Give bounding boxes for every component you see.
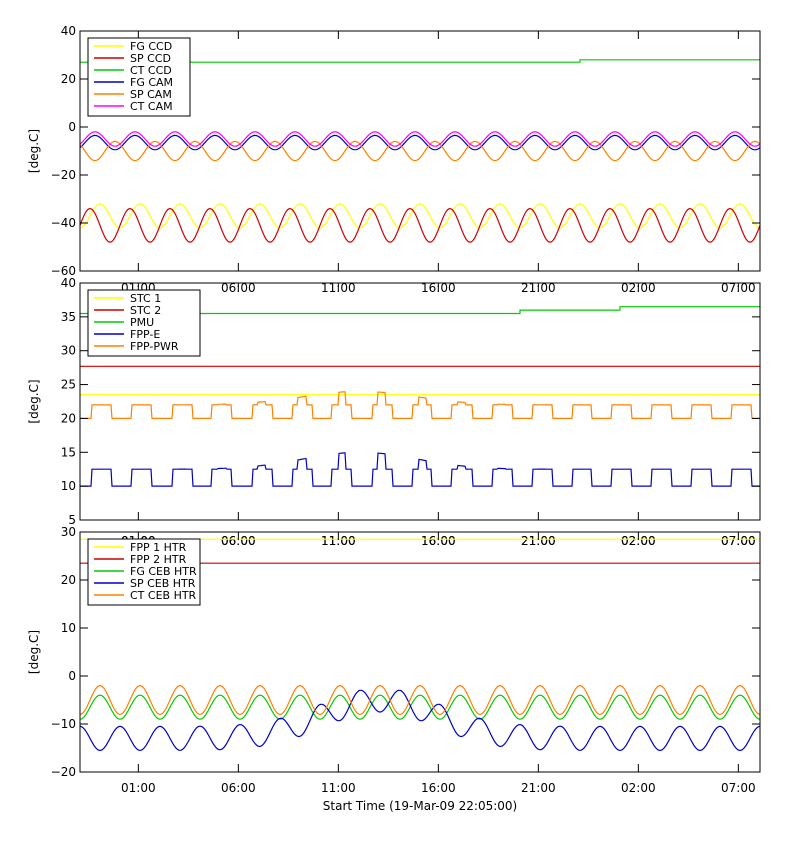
legend-label: FG CAM <box>130 76 173 89</box>
x-tick-label: 16:00 <box>421 534 456 548</box>
y-tick-label: 30 <box>61 344 76 358</box>
series-line-fg-cam <box>80 134 760 151</box>
series-line-fg-ccd <box>80 203 760 229</box>
x-tick-label: 01:00 <box>121 781 156 795</box>
series-line-pmu <box>80 306 760 315</box>
legend-label: SP CAM <box>130 88 172 101</box>
y-tick-label: 20 <box>61 72 76 86</box>
x-tick-label: 07:00 <box>721 781 756 795</box>
y-tick-label: 10 <box>61 479 76 493</box>
y-tick-label: −20 <box>51 168 76 182</box>
x-tick-label: 16:00 <box>421 534 456 548</box>
plot-frame <box>79 531 761 773</box>
legend-label: CT CEB HTR <box>130 589 197 602</box>
y-tick-label: 40 <box>61 276 76 290</box>
y-tick-label: 30 <box>61 525 76 539</box>
x-tick-label: 11:00 <box>321 781 356 795</box>
legend-label: SP CCD <box>130 52 171 65</box>
legend-box <box>87 37 191 117</box>
x-tick-label: 11:00 <box>321 534 356 548</box>
y-tick-label: 25 <box>61 378 76 392</box>
legend-label: CT CCD <box>130 64 172 77</box>
y-tick-label: 15 <box>61 445 76 459</box>
legend-label: FPP 1 HTR <box>130 541 187 554</box>
y-tick-label: 20 <box>61 411 76 425</box>
series-group <box>80 306 760 487</box>
y-tick-label: −40 <box>51 216 76 230</box>
x-tick-label: 02:00 <box>621 781 656 795</box>
x-tick-label: 07:00 <box>721 534 756 548</box>
series-line-ct-ccd <box>80 59 760 63</box>
legend-label: PMU <box>130 316 154 329</box>
series-line-sp-ccd <box>80 207 760 243</box>
x-axis-title: Start Time (19-Mar-09 22:05:00) <box>323 799 517 813</box>
x-tick-label: 21:00 <box>521 534 556 548</box>
y-tick-label: 40 <box>61 24 76 38</box>
series-line-sp-ceb-htr <box>80 689 760 752</box>
y-tick-label: 35 <box>61 310 76 324</box>
legend-label: FPP-E <box>130 328 160 341</box>
x-tick-label: 06:00 <box>221 534 256 548</box>
series-line-fg-ceb-htr <box>80 694 760 720</box>
x-tick-label: 21:00 <box>521 534 556 548</box>
x-tick-label: 02:00 <box>621 534 656 548</box>
y-tick-label: 20 <box>61 573 76 587</box>
series-line-sp-cam <box>80 140 760 162</box>
plot-frame <box>79 282 761 521</box>
panel-bottom: 30 20 10 0 −10 −20 01:00 06:00 11:00 16:00 21:00 02… <box>27 525 761 813</box>
legend-label: SP CEB HTR <box>130 577 196 590</box>
y-axis-label: [deg.C] <box>27 630 41 674</box>
series-line-ct-cam <box>80 131 760 147</box>
series-group <box>80 59 760 243</box>
y-tick-label: 5 <box>68 513 76 527</box>
legend-label: FPP-PWR <box>130 340 179 353</box>
y-axis-label: [deg.C] <box>27 379 41 423</box>
series-line-ct-ceb-htr <box>80 684 760 716</box>
y-tick-label: −60 <box>51 264 76 278</box>
legend-label: FG CEB HTR <box>130 565 197 578</box>
legend-label: FG CCD <box>130 40 172 53</box>
x-tick-label: 16:00 <box>421 781 456 795</box>
y-axis-label: [deg.C] <box>27 129 41 173</box>
x-tick-label: 21:00 <box>521 781 556 795</box>
x-tick-label: 06:00 <box>221 534 256 548</box>
panel-middle: 40353025201510501:0006:0011:0016:0021:00… <box>27 276 761 548</box>
legend-box <box>87 538 201 606</box>
legend-box <box>87 289 201 357</box>
x-tick-label: 06:00 <box>221 781 256 795</box>
y-tick-label: 0 <box>68 120 76 134</box>
x-tick-label: 11:00 <box>321 534 356 548</box>
series-line-fpp-e <box>80 452 760 487</box>
series-line-fpp-pwr <box>80 391 760 419</box>
y-tick-label: 0 <box>68 669 76 683</box>
y-tick-label: −10 <box>51 717 76 731</box>
plot-frame <box>79 30 761 272</box>
y-tick-label: −20 <box>51 765 76 779</box>
legend-label: STC 1 <box>130 292 161 305</box>
x-tick-label: 02:00 <box>621 534 656 548</box>
legend-label: CT CAM <box>130 100 173 113</box>
legend-label: FPP 2 HTR <box>130 553 187 566</box>
legend-label: STC 2 <box>130 304 161 317</box>
y-tick-label: 10 <box>61 621 76 635</box>
x-tick-label: 07:00 <box>721 534 756 548</box>
